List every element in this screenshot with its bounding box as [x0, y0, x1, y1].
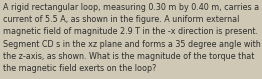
Text: A rigid rectangular loop, measuring 0.30 m by 0.40 m, carries a
current of 5.5 A: A rigid rectangular loop, measuring 0.30…: [3, 3, 261, 73]
